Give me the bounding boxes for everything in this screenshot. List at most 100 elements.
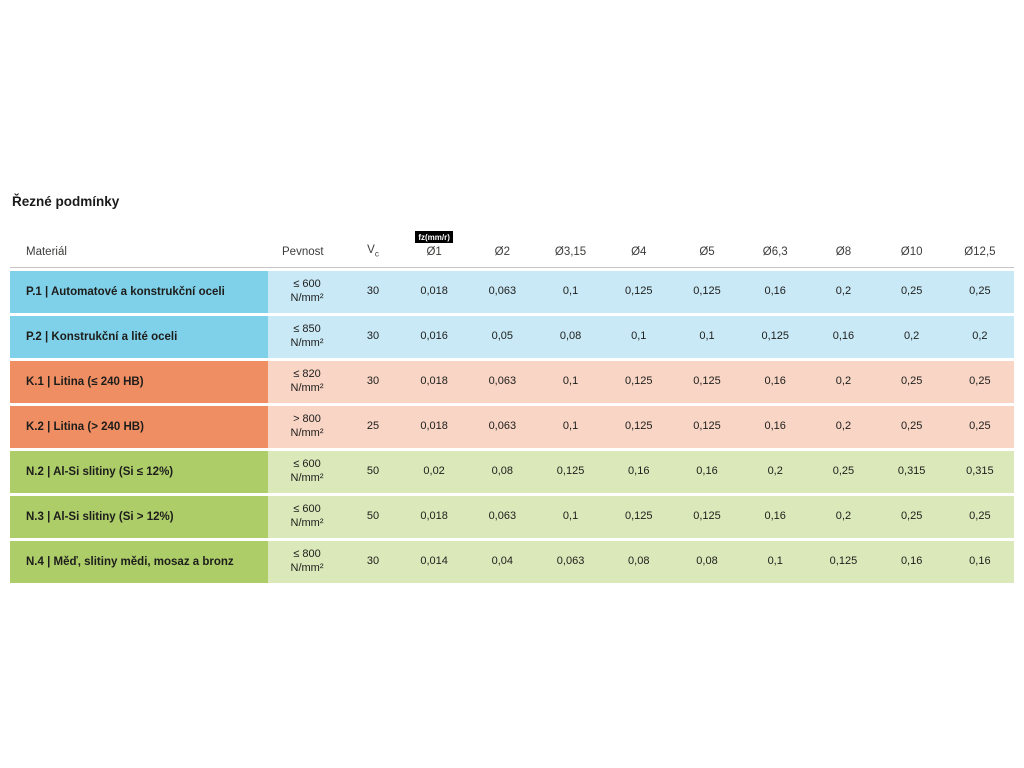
fz-value: 0,125 — [741, 316, 810, 358]
fz-value: 0,016 — [400, 316, 469, 358]
fz-value: 0,1 — [672, 316, 742, 358]
strength-unit: N/mm² — [290, 292, 324, 304]
diameter-label: Ø1 — [426, 246, 442, 258]
fz-value: 0,1 — [604, 316, 673, 358]
vc-value: 30 — [346, 541, 400, 583]
fz-value: 0,08 — [604, 541, 673, 583]
vc-subscript: c — [374, 249, 379, 258]
column-header-vc: Vc — [346, 244, 400, 258]
fz-value: 0,25 — [809, 451, 878, 493]
fz-value: 0,063 — [468, 496, 537, 538]
fz-value: 0,2 — [809, 361, 878, 403]
fz-value: 0,125 — [672, 406, 742, 448]
table-row: N.3 | Al-Si slitiny (Si > 12%) ≤ 600 N/mm²… — [10, 496, 1014, 538]
fz-value: 0,16 — [741, 361, 810, 403]
material-cell: P.1 | Automatové a konstrukční oceli — [10, 271, 268, 313]
strength-value: ≤ 850 — [293, 323, 321, 336]
fz-unit-badge: fz(mm/r) — [415, 231, 453, 243]
material-cell: P.2 | Konstrukční a lité oceli — [10, 316, 268, 358]
vc-value: 30 — [346, 316, 400, 358]
fz-value: 0,16 — [604, 451, 673, 493]
fz-value: 0,16 — [741, 271, 810, 313]
fz-value: 0,125 — [536, 451, 605, 493]
fz-value: 0,018 — [400, 406, 469, 448]
column-header-diameter-8: Ø8 — [835, 246, 852, 258]
column-header-diameter-1: fz(mm/r) Ø1 — [400, 231, 468, 258]
column-header-diameter-4: Ø4 — [631, 246, 647, 258]
cutting-conditions-page: Řezné podmínky Materiál Pevnost Vc fz(mm… — [10, 194, 1014, 583]
column-header-diameter-10: Ø10 — [900, 246, 923, 258]
fz-value: 0,125 — [604, 361, 673, 403]
fz-value: 0,2 — [809, 406, 878, 448]
strength-unit: N/mm² — [290, 562, 324, 574]
fz-value: 0,1 — [536, 271, 605, 313]
fz-value: 0,125 — [672, 271, 742, 313]
fz-value: 0,2 — [741, 451, 810, 493]
fz-value: 0,063 — [468, 271, 537, 313]
strength-value: > 800 — [293, 413, 321, 426]
fz-value: 0,063 — [468, 361, 537, 403]
fz-value: 0,04 — [468, 541, 537, 583]
material-cell: N.2 | Al-Si slitiny (Si ≤ 12%) — [10, 451, 268, 493]
table-row: P.1 | Automatové a konstrukční oceli ≤ 60… — [10, 271, 1014, 313]
column-header-diameter-3-15: Ø3,15 — [554, 246, 587, 258]
strength-cell: ≤ 600 N/mm² — [268, 451, 346, 493]
fz-value: 0,125 — [604, 271, 673, 313]
table-row: N.4 | Měď, slitiny mědi, mosaz a bronz ≤ … — [10, 541, 1014, 583]
strength-cell: ≤ 600 N/mm² — [268, 271, 346, 313]
fz-value: 0,125 — [672, 496, 742, 538]
fz-value: 0,25 — [877, 271, 946, 313]
vc-value: 30 — [346, 361, 400, 403]
fz-value: 0,1 — [536, 496, 605, 538]
strength-cell: > 800 N/mm² — [268, 406, 346, 448]
fz-value: 0,25 — [945, 271, 1014, 313]
strength-value: ≤ 600 — [293, 458, 321, 471]
fz-value: 0,1 — [741, 541, 810, 583]
vc-value: 50 — [346, 451, 400, 493]
strength-unit: N/mm² — [290, 517, 324, 529]
column-header-diameter-5: Ø5 — [699, 246, 715, 258]
column-header-material: Materiál — [26, 246, 67, 258]
fz-value: 0,25 — [945, 361, 1014, 403]
fz-value: 0,16 — [672, 451, 742, 493]
vc-label: V — [367, 243, 375, 256]
fz-value: 0,08 — [536, 316, 605, 358]
strength-value: ≤ 820 — [293, 368, 321, 381]
vc-value: 25 — [346, 406, 400, 448]
table-header-row: Materiál Pevnost Vc fz(mm/r) Ø1 Ø2 Ø3,15… — [10, 231, 1014, 268]
fz-value: 0,05 — [468, 316, 537, 358]
page-title: Řezné podmínky — [12, 194, 120, 209]
fz-value: 0,018 — [400, 271, 469, 313]
fz-value: 0,02 — [400, 451, 469, 493]
material-cell: K.1 | Litina (≤ 240 HB) — [10, 361, 268, 403]
strength-cell: ≤ 600 N/mm² — [268, 496, 346, 538]
fz-value: 0,018 — [400, 361, 469, 403]
fz-value: 0,018 — [400, 496, 469, 538]
column-header-diameter-2: Ø2 — [494, 246, 510, 258]
strength-unit: N/mm² — [290, 337, 324, 349]
fz-value: 0,25 — [945, 406, 1014, 448]
strength-cell: ≤ 800 N/mm² — [268, 541, 346, 583]
strength-unit: N/mm² — [290, 382, 324, 394]
fz-value: 0,1 — [536, 361, 605, 403]
fz-value: 0,014 — [400, 541, 469, 583]
material-cell: K.2 | Litina (> 240 HB) — [10, 406, 268, 448]
fz-value: 0,2 — [877, 316, 946, 358]
fz-value: 0,25 — [877, 496, 946, 538]
fz-value: 0,16 — [945, 541, 1014, 583]
fz-value: 0,315 — [877, 451, 946, 493]
column-header-diameter-12-5: Ø12,5 — [964, 246, 996, 258]
fz-value: 0,063 — [536, 541, 605, 583]
fz-value: 0,16 — [741, 406, 810, 448]
material-cell: N.4 | Měď, slitiny mědi, mosaz a bronz — [10, 541, 268, 583]
fz-value: 0,08 — [672, 541, 742, 583]
table-row: K.2 | Litina (> 240 HB) > 800 N/mm² 25 0,018… — [10, 406, 1014, 448]
fz-value: 0,08 — [468, 451, 537, 493]
vc-value: 30 — [346, 271, 400, 313]
table-body: P.1 | Automatové a konstrukční oceli ≤ 60… — [10, 271, 1014, 583]
fz-value: 0,063 — [468, 406, 537, 448]
fz-value: 0,2 — [945, 316, 1014, 358]
fz-value: 0,25 — [945, 496, 1014, 538]
fz-value: 0,16 — [741, 496, 810, 538]
fz-value: 0,25 — [877, 361, 946, 403]
